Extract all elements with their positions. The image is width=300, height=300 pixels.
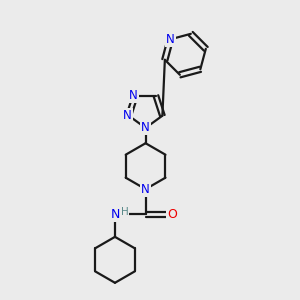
Text: N: N [166,33,175,46]
Text: N: N [141,122,150,134]
Text: H: H [121,207,129,217]
Text: N: N [123,109,132,122]
Text: O: O [167,208,177,221]
Text: N: N [110,208,120,221]
Text: N: N [141,183,150,196]
Text: N: N [129,89,138,103]
